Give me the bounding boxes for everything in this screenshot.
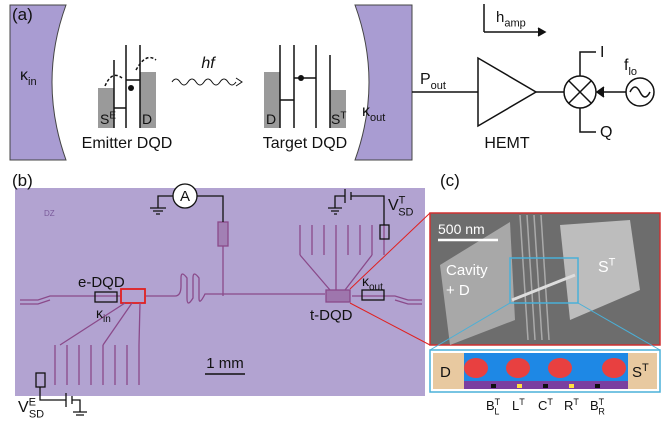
label-sub: out — [369, 282, 383, 293]
label: Q — [600, 124, 612, 141]
label: hf — [201, 55, 216, 72]
label: DZ — [44, 209, 55, 218]
label-sup: T — [573, 397, 579, 407]
panel-label: (a) — [12, 5, 33, 24]
figure: (a)κinSEDEmitter DQDhfDSTTarget DQDκoutP… — [0, 0, 670, 423]
label-sup: T — [495, 397, 501, 407]
label-sub: amp — [504, 18, 525, 30]
right-mirror — [355, 5, 412, 160]
label-sup: T — [642, 362, 649, 374]
label: t-DQD — [310, 307, 353, 324]
caption: Target DQD — [263, 135, 347, 152]
label-sub: SD — [398, 207, 413, 219]
panel-label: (c) — [440, 171, 460, 190]
label-sub: L — [494, 407, 499, 417]
label-sup: T — [599, 397, 605, 407]
label: + D — [446, 282, 470, 299]
label-sup: T — [519, 397, 525, 407]
label-base: P — [420, 71, 431, 88]
photon-wave — [172, 79, 236, 85]
label-sup: E — [29, 397, 36, 409]
label-base: L — [512, 398, 519, 413]
label-base: C — [538, 398, 547, 413]
label-sup: T — [340, 110, 346, 121]
gate-label: LT — [512, 397, 525, 413]
label-sub: in — [103, 314, 111, 325]
caption: Emitter DQD — [82, 135, 173, 152]
photon-arrow — [236, 78, 242, 86]
electron — [298, 75, 304, 81]
label-sup: E — [109, 110, 116, 121]
label: Cavity — [446, 262, 488, 279]
panel-label: (b) — [12, 171, 33, 190]
gate-label: CT — [538, 397, 553, 413]
label-base: S — [100, 111, 109, 127]
label-base: S — [331, 111, 340, 127]
label: 1 mm — [206, 355, 244, 372]
label-base: S — [598, 259, 609, 276]
label-sub: out — [431, 80, 446, 92]
label: Pout — [420, 71, 446, 92]
label: hamp — [496, 9, 526, 30]
label: D — [440, 364, 451, 381]
label: D — [142, 111, 152, 127]
label-sub: R — [598, 407, 605, 417]
label: A — [180, 188, 190, 205]
electron — [128, 85, 134, 91]
label-sup: T — [399, 195, 406, 207]
gate-label: RT — [564, 397, 579, 413]
label-sup: T — [609, 257, 616, 269]
label: flo — [624, 57, 637, 78]
device-schematic — [430, 350, 660, 392]
label-sub: SD — [29, 409, 44, 421]
label-sub: in — [28, 76, 37, 88]
label-sup: T — [547, 397, 553, 407]
label-sub: lo — [628, 66, 637, 78]
label-base: R — [564, 398, 573, 413]
label: D — [266, 111, 276, 127]
label: 500 nm — [438, 221, 485, 237]
readout-chain — [412, 4, 654, 132]
label-sub: out — [370, 112, 385, 124]
label: I — [600, 44, 604, 61]
label: HEMT — [484, 135, 530, 152]
label-base: V — [18, 399, 29, 416]
left-mirror — [10, 5, 66, 160]
label: e-DQD — [78, 274, 125, 291]
label-base: h — [496, 9, 504, 26]
label-base: S — [632, 364, 642, 381]
